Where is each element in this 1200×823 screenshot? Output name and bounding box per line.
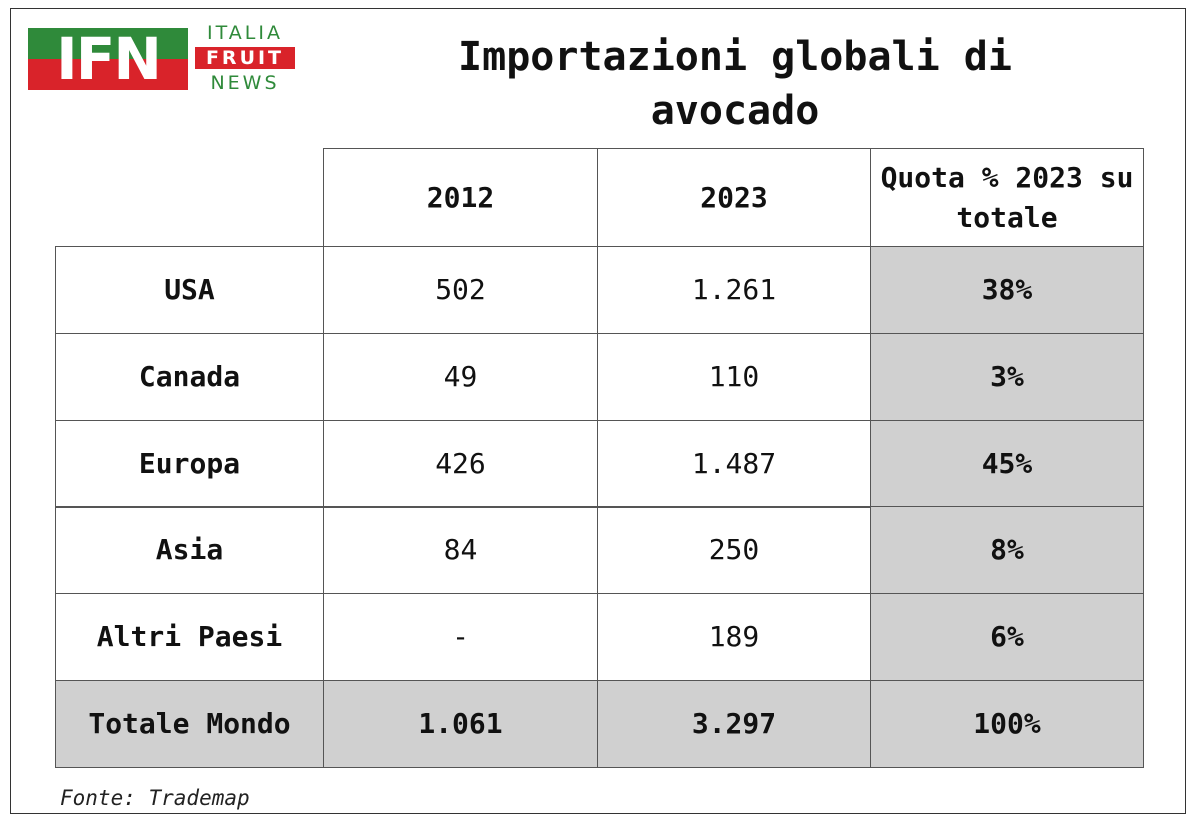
table-cell: 6% <box>870 593 1144 682</box>
title: Importazioni globali di avocado <box>458 34 1012 134</box>
table-cell: Europa <box>55 419 324 508</box>
table-cell: 426 <box>323 419 598 508</box>
table-cell: 502 <box>323 246 598 334</box>
table-cell: Totale Mondo <box>55 680 324 768</box>
table-cell: Quota % 2023 su totale <box>870 148 1144 247</box>
table-cell: 3.297 <box>597 680 871 768</box>
table-cell: 45% <box>870 419 1144 508</box>
logo-text: NEWS <box>210 72 280 94</box>
table-cell: 49 <box>323 332 598 421</box>
table-cell: 8% <box>870 506 1144 595</box>
source: Fonte: Trademap <box>60 786 250 810</box>
table-cell: 2023 <box>597 148 871 247</box>
table-cell: 2012 <box>323 148 598 247</box>
table-cell: 250 <box>597 506 871 595</box>
table-cell: 3% <box>870 332 1144 421</box>
logo-mark: IFN <box>28 28 188 90</box>
table-cell: Canada <box>55 332 324 421</box>
table-cell: 84 <box>323 506 598 595</box>
table-cell: Asia <box>55 506 324 595</box>
table-cell: 100% <box>870 680 1144 768</box>
table-cell: 110 <box>597 332 871 421</box>
table-cell: 1.261 <box>597 246 871 334</box>
table-cell: 189 <box>597 593 871 682</box>
table-cell: 1.487 <box>597 419 871 508</box>
table-cell: 1.061 <box>323 680 598 768</box>
table-cell: - <box>323 593 598 682</box>
table-cell: Altri Paesi <box>55 593 324 682</box>
table-cell: 38% <box>870 246 1144 334</box>
logo-text: ITALIA <box>207 22 283 44</box>
frame <box>10 8 1186 814</box>
table-cell: USA <box>55 246 324 334</box>
logo-text: FRUIT <box>195 47 295 69</box>
